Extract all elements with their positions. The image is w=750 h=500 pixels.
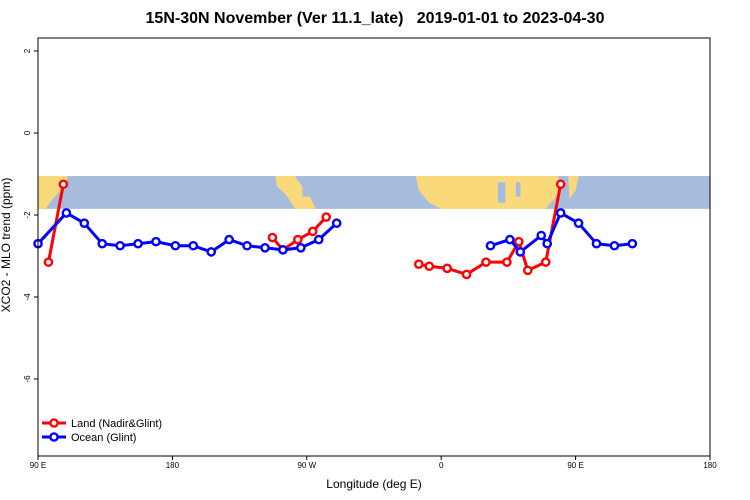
data-point bbox=[296, 242, 306, 253]
map-water bbox=[497, 182, 506, 203]
data-point bbox=[485, 240, 496, 251]
y-tick-label: -6 bbox=[23, 375, 32, 383]
map-land bbox=[415, 176, 561, 209]
data-point bbox=[555, 179, 566, 190]
data-point bbox=[115, 240, 125, 251]
data-point bbox=[97, 238, 108, 249]
data-point bbox=[79, 218, 90, 228]
data-point bbox=[170, 240, 181, 251]
data-point bbox=[242, 240, 252, 251]
x-tick-label: 90 E bbox=[567, 461, 583, 470]
plot-frame bbox=[37, 37, 711, 457]
legend: Land (Nadir&Glint) Ocean (Glint) bbox=[42, 418, 162, 444]
data-point bbox=[43, 257, 54, 267]
data-point bbox=[424, 261, 435, 272]
legend-entry: Ocean (Glint) bbox=[71, 432, 136, 444]
map-water bbox=[302, 180, 312, 197]
y-tick-label: -2 bbox=[23, 211, 32, 219]
data-point bbox=[224, 234, 234, 245]
data-point bbox=[555, 208, 566, 218]
legend-marker bbox=[49, 432, 59, 442]
data-point bbox=[627, 238, 638, 249]
legend-marker bbox=[49, 418, 59, 428]
data-point bbox=[442, 263, 452, 274]
y-tick-label: 0 bbox=[23, 130, 32, 135]
data-point bbox=[188, 240, 199, 251]
x-axis-label: Longitude (deg E) bbox=[326, 477, 422, 491]
data-point bbox=[523, 265, 533, 276]
data-point bbox=[206, 247, 217, 257]
data-point bbox=[413, 259, 424, 270]
x-tick-label: 90 W bbox=[297, 461, 316, 470]
map-water bbox=[515, 182, 521, 197]
data-point bbox=[307, 226, 318, 237]
y-tick-label: -4 bbox=[23, 293, 32, 301]
x-tick-label: 180 bbox=[703, 461, 717, 470]
data-point bbox=[58, 179, 69, 190]
data-point bbox=[267, 232, 278, 243]
data-point bbox=[540, 257, 551, 267]
world-map-strip bbox=[38, 176, 710, 209]
data-point bbox=[609, 240, 620, 251]
data-point bbox=[542, 238, 553, 249]
data-point bbox=[278, 245, 288, 255]
data-point bbox=[61, 208, 72, 218]
series-ocean bbox=[33, 208, 638, 257]
data-point bbox=[133, 238, 143, 249]
data-point bbox=[514, 236, 524, 247]
data-point bbox=[461, 269, 472, 280]
data-point bbox=[515, 247, 526, 257]
data-point bbox=[293, 234, 303, 245]
x-tick-label: 0 bbox=[439, 461, 444, 470]
axes: 90 E 180 90 W 0 90 E 180 2 0 -2 -4 -6 bbox=[23, 37, 717, 470]
data-point bbox=[331, 218, 342, 228]
data-point bbox=[151, 236, 161, 247]
map-ocean bbox=[38, 176, 710, 209]
map-land bbox=[568, 176, 579, 199]
data-point bbox=[502, 257, 512, 267]
y-tick-label: 2 bbox=[23, 48, 32, 53]
data-point bbox=[481, 257, 491, 267]
chart-title: 15N-30N November (Ver 11.1_late) 2019-01… bbox=[145, 10, 605, 27]
data-point bbox=[573, 218, 584, 228]
x-tick-label: 90 E bbox=[30, 461, 46, 470]
series-layer bbox=[33, 179, 638, 280]
data-point bbox=[591, 238, 602, 249]
data-point bbox=[260, 242, 270, 253]
series-line bbox=[418, 183, 563, 276]
x-tick-label: 180 bbox=[166, 461, 180, 470]
data-point bbox=[321, 212, 332, 222]
map-land bbox=[275, 176, 316, 209]
data-point bbox=[536, 230, 547, 241]
legend-entry: Land (Nadir&Glint) bbox=[71, 418, 162, 430]
data-point bbox=[505, 234, 515, 245]
series-line bbox=[490, 211, 633, 254]
data-point bbox=[313, 234, 324, 245]
